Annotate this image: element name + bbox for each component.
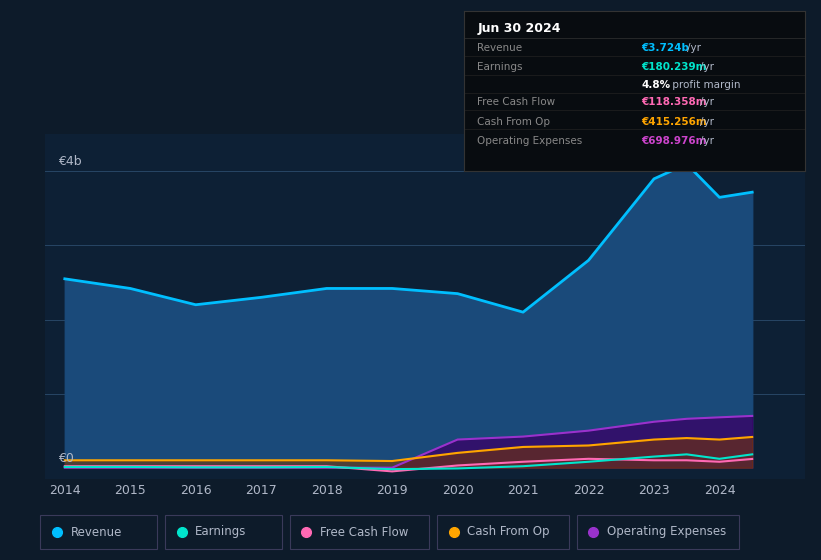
Text: Operating Expenses: Operating Expenses [478,136,583,146]
Text: Jun 30 2024: Jun 30 2024 [478,22,561,35]
Text: €698.976m: €698.976m [641,136,707,146]
Text: /yr: /yr [699,136,713,146]
Text: 4.8%: 4.8% [641,80,670,90]
Text: Cash From Op: Cash From Op [478,116,551,127]
Text: Cash From Op: Cash From Op [467,525,549,539]
Text: €180.239m: €180.239m [641,62,707,72]
Text: €3.724b: €3.724b [641,43,689,53]
Text: Revenue: Revenue [71,525,122,539]
Text: €0: €0 [58,452,74,465]
Text: Revenue: Revenue [478,43,523,53]
Text: €4b: €4b [58,155,82,168]
Text: Free Cash Flow: Free Cash Flow [478,97,556,108]
Text: profit margin: profit margin [669,80,741,90]
Text: /yr: /yr [699,116,713,127]
Text: /yr: /yr [699,97,713,108]
Text: /yr: /yr [699,62,713,72]
Text: Earnings: Earnings [195,525,246,539]
Text: Free Cash Flow: Free Cash Flow [320,525,408,539]
Text: €415.256m: €415.256m [641,116,707,127]
Text: /yr: /yr [687,43,701,53]
Text: Operating Expenses: Operating Expenses [607,525,726,539]
Text: Earnings: Earnings [478,62,523,72]
Text: €118.358m: €118.358m [641,97,707,108]
